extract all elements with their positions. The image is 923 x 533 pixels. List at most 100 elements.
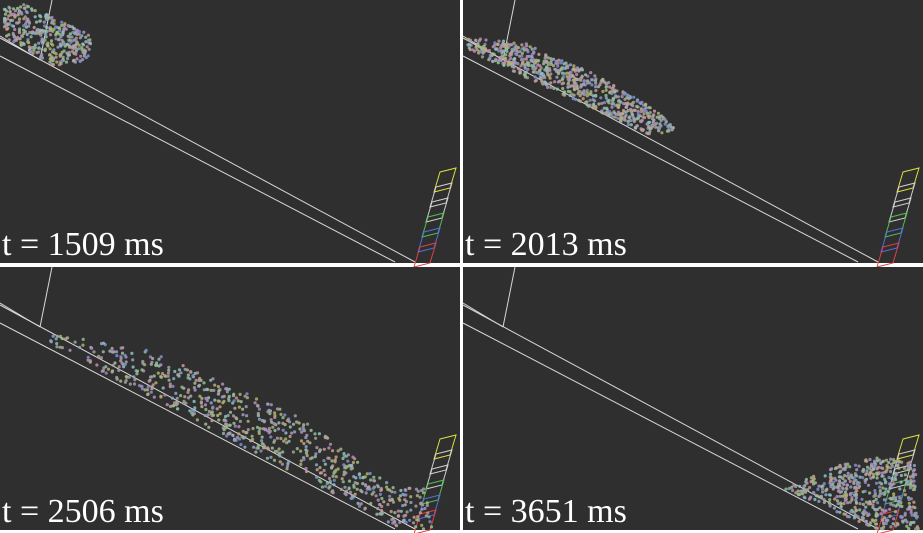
particle (228, 395, 231, 398)
particle (290, 432, 293, 435)
particle (314, 452, 317, 455)
particle (845, 495, 848, 498)
particle (542, 62, 545, 65)
particle (887, 490, 890, 493)
particle (341, 457, 344, 460)
particle (292, 450, 295, 453)
particle (867, 484, 870, 487)
particle (200, 402, 203, 405)
particle (136, 370, 139, 373)
particle (524, 74, 527, 77)
particle (817, 485, 820, 488)
particle (299, 463, 302, 466)
particle (255, 447, 258, 450)
particle (69, 32, 72, 35)
particle (502, 40, 505, 43)
particle (873, 489, 876, 492)
particle (884, 480, 887, 483)
particle (915, 516, 918, 519)
particle (262, 446, 265, 449)
particle (873, 460, 876, 463)
particle (196, 418, 199, 421)
particle (798, 493, 801, 496)
particle (342, 480, 345, 483)
particle (174, 392, 177, 395)
particle (345, 493, 348, 496)
particle (471, 48, 474, 51)
particle (573, 78, 576, 81)
particle (213, 399, 216, 402)
particle (167, 372, 170, 375)
particle (266, 403, 269, 406)
particle (269, 456, 272, 459)
particle (56, 46, 59, 49)
particle (75, 37, 78, 40)
particle (37, 46, 40, 49)
particle (836, 510, 839, 513)
particle (100, 356, 103, 359)
particle (243, 436, 246, 439)
particle (354, 493, 357, 496)
particle (124, 381, 127, 384)
particle (468, 43, 471, 46)
particle (660, 131, 663, 134)
particle (398, 521, 401, 524)
particle (87, 356, 90, 359)
particle (573, 81, 576, 84)
particle (224, 422, 227, 425)
particle (359, 476, 362, 479)
particle (906, 520, 909, 523)
particle (32, 49, 35, 52)
particle (808, 486, 811, 489)
particle (529, 59, 532, 62)
particle (5, 28, 8, 31)
particle (537, 53, 540, 56)
particle (28, 22, 31, 25)
particle (341, 477, 344, 480)
particle (812, 475, 815, 478)
particle (610, 112, 613, 115)
particle (543, 68, 546, 71)
particle (19, 41, 22, 44)
particle (654, 126, 657, 129)
particle (369, 478, 372, 481)
particle (908, 507, 911, 510)
particle (883, 516, 886, 519)
particle (372, 476, 375, 479)
particle (132, 375, 135, 378)
particle (18, 9, 21, 12)
particle (582, 97, 585, 100)
page: {"panels": [ {"time_label": "t = 1509 ms… (0, 0, 923, 533)
particle (105, 372, 108, 375)
particle (4, 22, 7, 25)
particle (245, 431, 248, 434)
particle (597, 102, 600, 105)
particle (283, 413, 286, 416)
particle (259, 427, 262, 430)
particle (862, 490, 865, 493)
particle (632, 96, 635, 99)
particle (531, 48, 534, 51)
particle (824, 489, 827, 492)
particle (570, 84, 573, 87)
particle (420, 524, 423, 527)
particle (173, 370, 176, 373)
particle (397, 515, 400, 518)
particle (266, 457, 269, 460)
particle (311, 456, 314, 459)
particle (563, 90, 566, 93)
particle (621, 95, 624, 98)
particle (386, 503, 389, 506)
particle (78, 346, 81, 349)
particle (559, 61, 562, 64)
particle (242, 430, 245, 433)
particle (842, 502, 845, 505)
particle (579, 94, 582, 97)
particle (889, 525, 892, 528)
particle (608, 91, 611, 94)
particle (229, 411, 232, 414)
particle (198, 395, 201, 398)
particle (625, 96, 628, 99)
particle (375, 494, 378, 497)
particle (306, 454, 309, 457)
